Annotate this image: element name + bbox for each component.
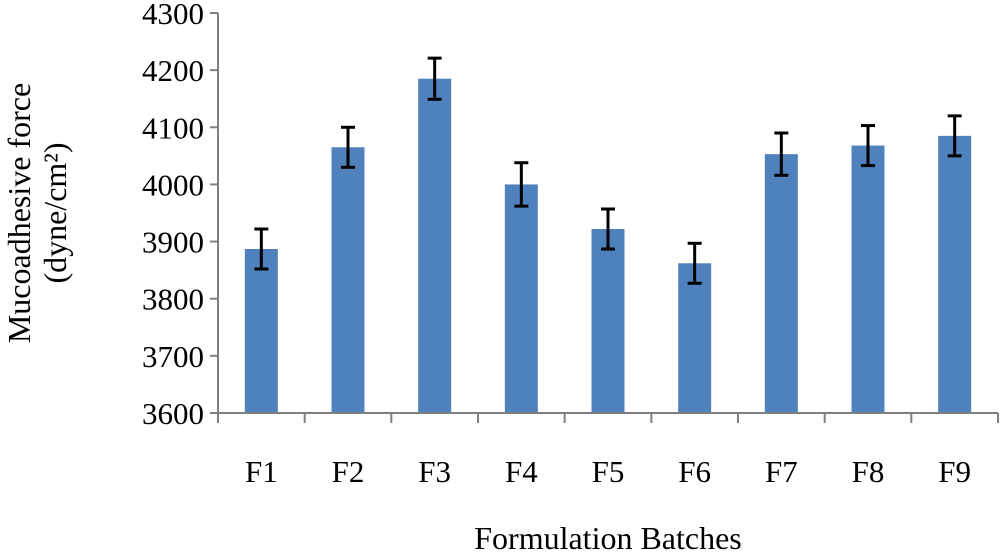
- error-bar-f8: [861, 124, 875, 168]
- bar-f7: [764, 154, 798, 413]
- y-tick-label: 4200: [142, 53, 204, 88]
- bar-f2: [331, 147, 365, 414]
- error-bar-f7: [774, 131, 789, 177]
- y-tick-label: 3800: [142, 282, 204, 317]
- error-bars-layer: [254, 56, 962, 285]
- axes-layer: [217, 13, 998, 414]
- error-bar-f3: [427, 56, 442, 101]
- bar-f9: [938, 135, 972, 413]
- error-bar-f5: [601, 207, 615, 251]
- x-tick-label-f1: F1: [245, 454, 278, 489]
- y-tick-label: 4100: [142, 110, 204, 145]
- error-bar-f9: [947, 114, 962, 158]
- x-tick-label-f3: F3: [418, 454, 451, 489]
- y-axis-title-line2: (dyne/cm²): [37, 142, 73, 283]
- error-bar-f6: [687, 241, 702, 285]
- error-bar-f4: [514, 161, 529, 208]
- error-bar-f2: [341, 125, 355, 169]
- bar-f6: [678, 263, 712, 413]
- x-tick-label-f9: F9: [938, 454, 971, 489]
- x-tick-label-f7: F7: [765, 454, 798, 489]
- bar-f1: [244, 249, 278, 413]
- x-axis-title: Formulation Batches: [474, 520, 742, 552]
- y-tick-label: 4300: [142, 0, 204, 31]
- x-tick-label-f4: F4: [505, 454, 538, 489]
- bar-f8: [851, 145, 885, 414]
- error-bar-f1: [254, 227, 269, 271]
- bar-f4: [504, 184, 538, 413]
- y-tick-label: 3700: [142, 339, 204, 374]
- bars-layer: [244, 78, 972, 414]
- y-tick-label: 4000: [142, 167, 204, 202]
- x-tick-label-f8: F8: [852, 454, 885, 489]
- labels-layer: 3600 3700 3800 3900 4000 4100 4200 4300 F1 F2 F3 F4…: [142, 0, 971, 489]
- ticks-layer: [210, 12, 999, 423]
- y-tick-label: 3600: [142, 396, 204, 431]
- y-axis-title-line1: Mucoadhesive force: [1, 83, 37, 343]
- y-tick-label: 3900: [142, 225, 204, 260]
- x-tick-label-f6: F6: [678, 454, 711, 489]
- bar-f3: [418, 78, 452, 413]
- y-axis-title: Mucoadhesive force (dyne/cm²): [1, 83, 73, 343]
- x-tick-label-f5: F5: [592, 454, 625, 489]
- x-tick-label-f2: F2: [332, 454, 365, 489]
- bar-f5: [591, 229, 625, 413]
